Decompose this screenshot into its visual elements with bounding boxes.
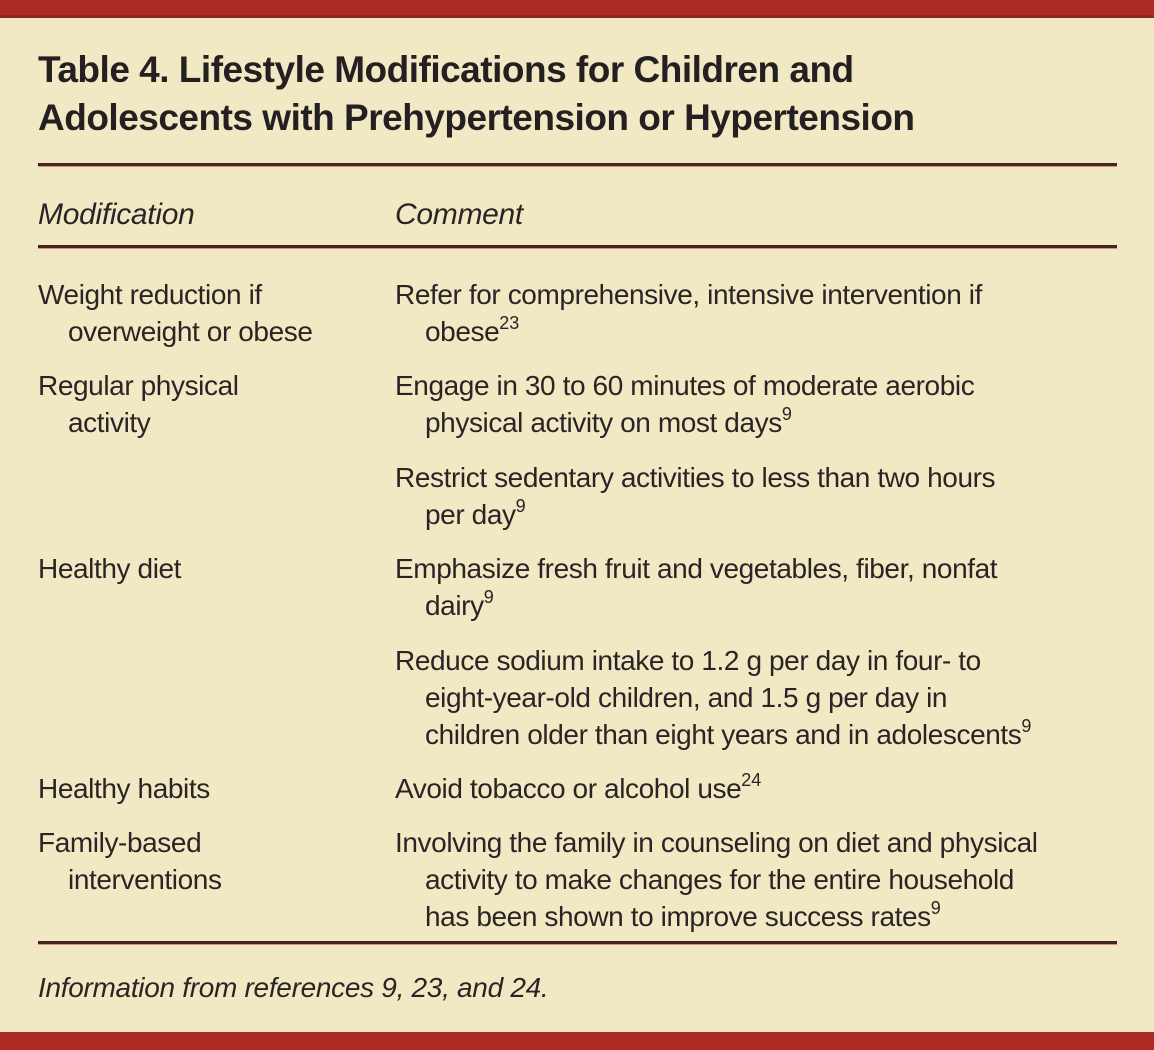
table-panel: Table 4. Lifestyle Modifications for Chi… (38, 0, 1117, 1006)
text-line: activity (68, 407, 151, 438)
table-body: Weight reduction if overweight or obese Re… (38, 276, 1117, 935)
text-line: Avoid tobacco or alcohol use24 (395, 769, 762, 804)
reference-superscript: 9 (515, 495, 526, 516)
text-line: activity to make changes for the entire … (425, 864, 1014, 895)
comment-paragraph: Refer for comprehensive, intensive inter… (395, 276, 1117, 350)
text-line: Family-based (38, 827, 202, 858)
text-line: children older than eight years and in a… (425, 715, 1032, 750)
comment-cell: Engage in 30 to 60 minutes of moderate a… (395, 367, 1117, 533)
bottom-accent-bar (0, 1032, 1154, 1050)
comment-paragraph: Engage in 30 to 60 minutes of moderate a… (395, 367, 1117, 441)
text-line: Involving the family in counseling on di… (395, 827, 1038, 858)
comment-cell: Avoid tobacco or alcohol use24 (395, 770, 1117, 807)
comment-paragraph: Avoid tobacco or alcohol use24 (395, 770, 1117, 807)
table-title-line-2: Adolescents with Prehypertension or Hype… (38, 97, 915, 138)
comment-paragraph: Reduce sodium intake to 1.2 g per day in… (395, 642, 1117, 753)
column-header-modification: Modification (38, 198, 195, 231)
reference-superscript: 9 (483, 586, 494, 607)
text-line: overweight or obese (68, 316, 313, 347)
table-row: Regular physical activity Engage in 30 to … (38, 367, 1117, 533)
modification-cell: Weight reduction if overweight or obese (38, 276, 395, 350)
text-line: Weight reduction if (38, 279, 262, 310)
comment-cell: Involving the family in counseling on di… (395, 824, 1117, 935)
horizontal-rule-header (38, 245, 1117, 248)
column-header-comment: Comment (395, 198, 523, 231)
reference-superscript: 9 (781, 403, 792, 424)
reference-superscript: 9 (930, 897, 941, 918)
modification-cell: Healthy habits (38, 770, 395, 807)
text-line: Reduce sodium intake to 1.2 g per day in… (395, 645, 981, 676)
text-line: per day9 (425, 495, 526, 530)
top-accent-bar (0, 0, 1154, 18)
horizontal-rule-bottom (38, 941, 1117, 944)
text-line: has been shown to improve success rates9 (425, 897, 941, 932)
text-line: interventions (68, 864, 222, 895)
reference-superscript: 23 (499, 312, 520, 333)
comment-cell: Emphasize fresh fruit and vegetables, fi… (395, 550, 1117, 753)
table-row: Healthy diet Emphasize fresh fruit and ve… (38, 550, 1117, 753)
comment-paragraph: Restrict sedentary activities to less th… (395, 459, 1117, 533)
column-header-row: Modification Comment (38, 198, 1117, 232)
text-line: Restrict sedentary activities to less th… (395, 462, 996, 493)
table-row: Family-based interventions Involving the f… (38, 824, 1117, 935)
comment-paragraph: Emphasize fresh fruit and vegetables, fi… (395, 550, 1117, 624)
text-line: physical activity on most days9 (425, 403, 792, 438)
modification-cell: Regular physical activity (38, 367, 395, 533)
text-line: Engage in 30 to 60 minutes of moderate a… (395, 370, 975, 401)
text-line: Regular physical (38, 370, 239, 401)
text-line: eight-year-old children, and 1.5 g per d… (425, 682, 948, 713)
comment-paragraph: Involving the family in counseling on di… (395, 824, 1117, 935)
comment-cell: Refer for comprehensive, intensive inter… (395, 276, 1117, 350)
footnote: Information from references 9, 23, and 2… (38, 972, 549, 1003)
text-line: Healthy habits (38, 773, 210, 804)
modification-cell: Healthy diet (38, 550, 395, 753)
table-title-line-1: Table 4. Lifestyle Modifications for Chi… (38, 49, 854, 90)
reference-superscript: 24 (741, 769, 762, 790)
table-row: Healthy habits Avoid tobacco or alcohol u… (38, 770, 1117, 807)
modification-cell: Family-based interventions (38, 824, 395, 935)
text-line: Emphasize fresh fruit and vegetables, fi… (395, 553, 998, 584)
table-row: Weight reduction if overweight or obese Re… (38, 276, 1117, 350)
text-line: dairy9 (425, 586, 494, 621)
table-title: Table 4. Lifestyle Modifications for Chi… (38, 46, 1117, 142)
horizontal-rule-top (38, 163, 1117, 166)
reference-superscript: 9 (1021, 715, 1032, 736)
text-line: obese23 (425, 312, 520, 347)
text-line: Refer for comprehensive, intensive inter… (395, 279, 982, 310)
text-line: Healthy diet (38, 553, 182, 584)
